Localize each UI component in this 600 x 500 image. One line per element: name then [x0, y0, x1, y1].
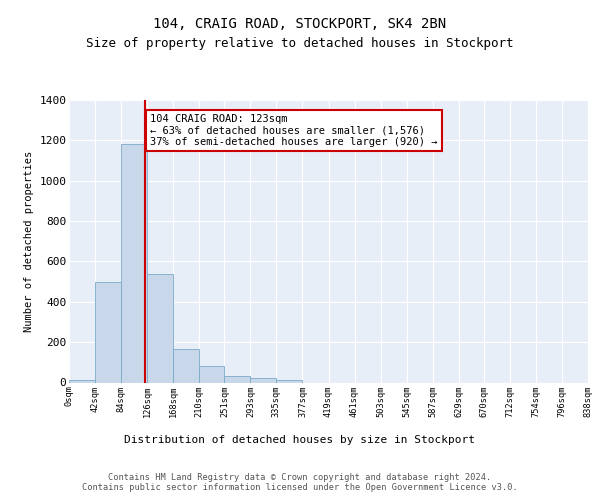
Text: 104 CRAIG ROAD: 123sqm
← 63% of detached houses are smaller (1,576)
37% of semi-: 104 CRAIG ROAD: 123sqm ← 63% of detached…: [150, 114, 437, 148]
Text: 104, CRAIG ROAD, STOCKPORT, SK4 2BN: 104, CRAIG ROAD, STOCKPORT, SK4 2BN: [154, 18, 446, 32]
Bar: [277, 380, 302, 382]
Bar: [250, 378, 277, 382]
Bar: [147, 274, 173, 382]
Bar: [224, 376, 250, 382]
Bar: [199, 366, 224, 382]
Y-axis label: Number of detached properties: Number of detached properties: [23, 150, 34, 332]
Bar: [69, 380, 95, 382]
Text: Contains HM Land Registry data © Crown copyright and database right 2024.
Contai: Contains HM Land Registry data © Crown c…: [82, 472, 518, 492]
Bar: [121, 144, 147, 382]
Text: Size of property relative to detached houses in Stockport: Size of property relative to detached ho…: [86, 38, 514, 51]
Bar: [173, 349, 199, 382]
Text: Distribution of detached houses by size in Stockport: Distribution of detached houses by size …: [125, 435, 476, 445]
Bar: [95, 282, 121, 382]
